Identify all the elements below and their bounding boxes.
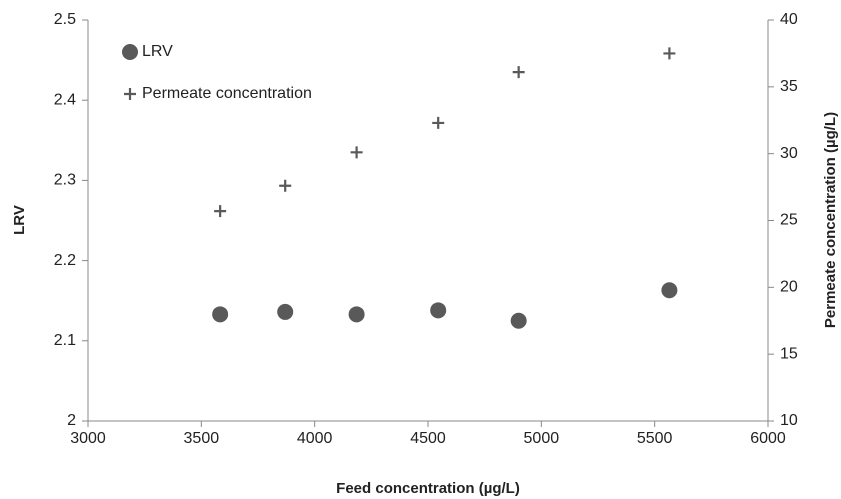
x-tick-label: 3500	[184, 430, 220, 447]
y-tick-label: 2.2	[54, 252, 76, 269]
circle-marker	[277, 303, 294, 320]
circle-marker	[348, 306, 365, 323]
x-tick-label: 6000	[750, 430, 786, 447]
y2-tick-label: 20	[780, 279, 798, 296]
plus-marker	[432, 116, 445, 129]
y-tick-label: 2.4	[54, 91, 76, 108]
plus-marker	[512, 66, 525, 79]
y-tick-label: 2.3	[54, 172, 76, 189]
x-tick-label: 3000	[70, 430, 106, 447]
x-tick-label: 5000	[524, 430, 560, 447]
x-axis-title: Feed concentration (µg/L)	[336, 480, 520, 497]
x-tick-label: 4500	[410, 430, 446, 447]
legend-label: Permeate concentration	[142, 85, 312, 102]
plus-marker	[279, 179, 292, 192]
plus-marker	[350, 146, 363, 159]
y2-axis-title: Permeate concentration (µg/L)	[822, 112, 839, 328]
y-tick-label: 2.5	[54, 11, 76, 28]
y2-tick-label: 40	[780, 11, 798, 28]
y2-tick-label: 15	[780, 345, 798, 362]
y-tick-label: 2	[67, 412, 76, 429]
x-tick-label: 5500	[637, 430, 673, 447]
legend-label: LRV	[142, 43, 173, 60]
circle-marker	[122, 44, 138, 60]
x-tick-label: 4000	[297, 430, 333, 447]
circle-marker	[212, 306, 229, 323]
plus-marker	[214, 205, 227, 218]
y2-tick-label: 25	[780, 212, 798, 229]
y-axis-title: LRV	[11, 205, 28, 235]
circle-marker	[661, 282, 678, 299]
circle-marker	[510, 312, 527, 329]
y-tick-label: 2.1	[54, 332, 76, 349]
plus-marker	[663, 47, 676, 60]
plus-marker	[124, 88, 136, 100]
y2-tick-label: 10	[780, 412, 798, 429]
circle-marker	[430, 302, 447, 319]
y2-tick-label: 30	[780, 145, 798, 162]
y2-tick-label: 35	[780, 78, 798, 95]
